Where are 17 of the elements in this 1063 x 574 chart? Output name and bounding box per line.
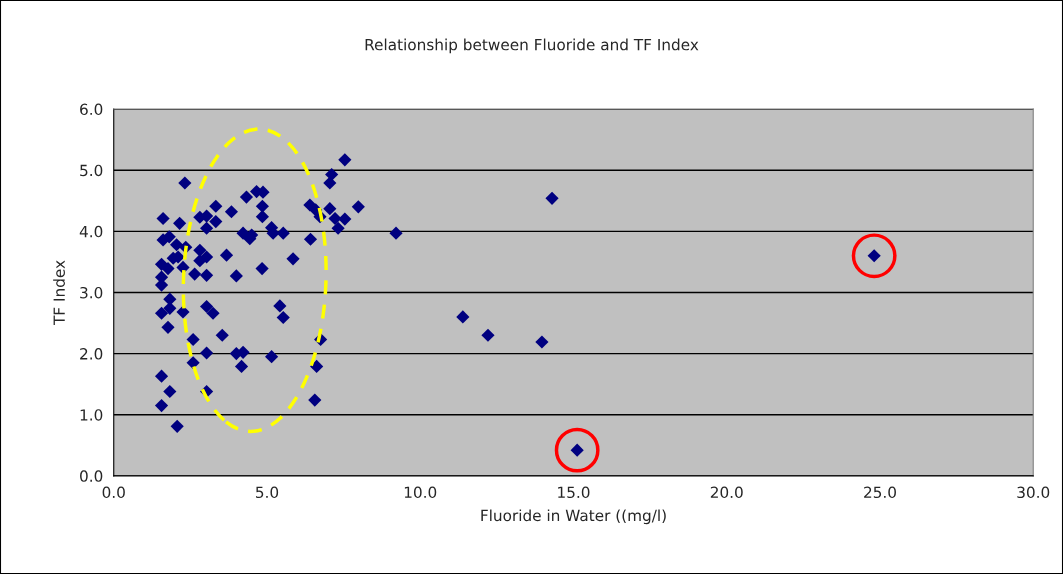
x-tick-label: 20.0 — [710, 486, 743, 499]
y-tick-label: 4.0 — [79, 225, 103, 238]
x-tick-label: 25.0 — [864, 486, 896, 499]
x-tick-label: 0.0 — [102, 486, 125, 499]
y-tick-label: 5.0 — [80, 164, 103, 177]
y-tick-label: 6.0 — [80, 103, 103, 116]
y-tick-label: 2.0 — [80, 348, 103, 360]
y-tick-label: 1.0 — [80, 409, 103, 421]
y-tick-label: 3.0 — [80, 286, 103, 299]
x-tick-label: 15.0 — [558, 486, 590, 499]
y-axis-title: TF Index — [53, 260, 65, 326]
x-tick-label: 5.0 — [256, 486, 279, 499]
x-tick-label: 30.0 — [1017, 486, 1050, 499]
chart-title: Relationship between Fluoride and TF Index — [365, 38, 699, 54]
x-tick-label: 10.0 — [404, 486, 437, 499]
x-axis-title: Fluoride in Water ((mg/l) — [481, 509, 666, 525]
y-tick-label: 0.0 — [80, 470, 103, 482]
